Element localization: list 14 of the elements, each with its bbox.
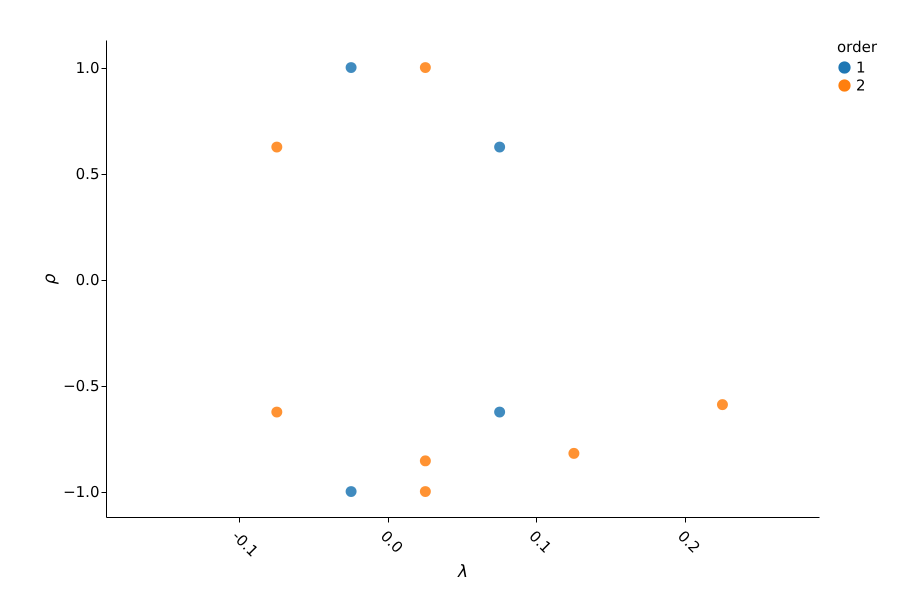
legend-label: 1 — [856, 58, 866, 76]
x-axis-title: λ — [456, 562, 468, 582]
y-axis-title: ρ — [40, 273, 60, 284]
y-tick-label: −0.5 — [63, 377, 100, 396]
x-tick-label: 0.1 — [525, 527, 556, 557]
y-tick-label: 0.5 — [76, 165, 100, 184]
x-tick-label: 0.0 — [376, 527, 407, 557]
y-tick-label: 1.0 — [76, 59, 100, 78]
y-tick-label: −1.0 — [63, 483, 100, 502]
x-tick-label: 0.2 — [674, 527, 704, 557]
y-tick-label: 0.0 — [76, 271, 100, 290]
x-tick-label: -0.1 — [228, 527, 262, 561]
legend-title: order — [837, 38, 878, 56]
legend-label: 2 — [856, 76, 866, 94]
